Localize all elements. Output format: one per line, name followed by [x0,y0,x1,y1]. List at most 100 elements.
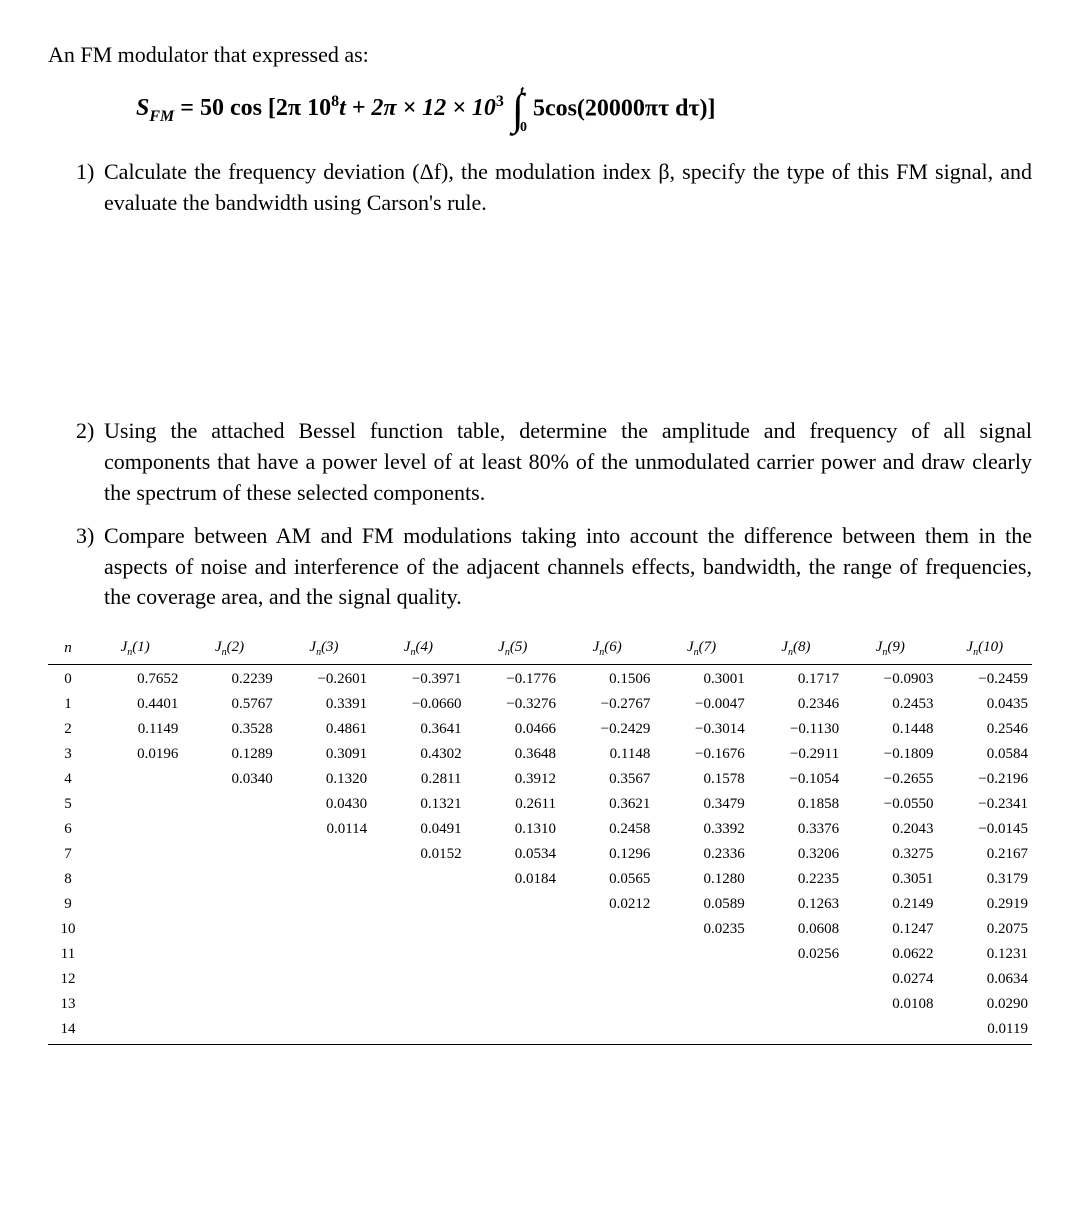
table-cell [182,917,276,942]
table-cell [371,967,465,992]
question-3-text: Compare between AM and FM modulations ta… [104,523,1032,610]
table-cell [466,942,560,967]
table-cell [654,992,748,1017]
table-header-n: n [48,635,88,665]
table-cell: −0.2459 [938,665,1032,693]
table-cell: 0.3621 [560,792,654,817]
table-cell [371,942,465,967]
table-cell [88,792,182,817]
table-cell [277,942,371,967]
table-row: 40.03400.13200.28110.39120.35670.1578−0.… [48,767,1032,792]
table-row: 100.02350.06080.12470.2075 [48,917,1032,942]
table-cell: 0.1858 [749,792,843,817]
table-row: 10.44010.57670.3391−0.0660−0.3276−0.2767… [48,692,1032,717]
table-cell [88,867,182,892]
table-cell: −0.2767 [560,692,654,717]
table-cell [277,992,371,1017]
table-cell: −0.0145 [938,817,1032,842]
table-row: 50.04300.13210.26110.36210.34790.1858−0.… [48,792,1032,817]
table-cell: 0.2346 [749,692,843,717]
table-cell-n: 0 [48,665,88,693]
table-header-col: Jn(9) [843,635,937,665]
table-cell [88,992,182,1017]
table-cell [749,967,843,992]
table-cell-n: 13 [48,992,88,1017]
equation-part1: = 50 cos [2π 10 [180,95,331,121]
table-row: 120.02740.0634 [48,967,1032,992]
table-header-col: Jn(4) [371,635,465,665]
table-cell: 0.0152 [371,842,465,867]
table-row: 110.02560.06220.1231 [48,942,1032,967]
table-cell [843,1017,937,1045]
table-cell: 0.0108 [843,992,937,1017]
question-number: 1) [76,157,94,188]
equation-exp1: 8 [331,93,339,110]
table-cell: 0.3648 [466,742,560,767]
table-cell: 0.0235 [654,917,748,942]
table-row: 30.01960.12890.30910.43020.36480.1148−0.… [48,742,1032,767]
table-cell [466,892,560,917]
table-cell: −0.1054 [749,767,843,792]
table-cell: 0.2546 [938,717,1032,742]
table-cell: 0.1506 [560,665,654,693]
table-cell [560,917,654,942]
table-cell [654,942,748,967]
table-cell [749,1017,843,1045]
table-cell: 0.0589 [654,892,748,917]
table-cell: 0.2043 [843,817,937,842]
table-header-col: Jn(6) [560,635,654,665]
equation-part2: t + 2π × 12 × 10 [339,95,496,121]
table-row: 70.01520.05340.12960.23360.32060.32750.2… [48,842,1032,867]
table-cell: −0.0903 [843,665,937,693]
table-cell: −0.3971 [371,665,465,693]
table-cell: 0.3912 [466,767,560,792]
table-cell: 0.1149 [88,717,182,742]
table-cell: −0.0047 [654,692,748,717]
intro-text: An FM modulator that expressed as: [48,40,1032,71]
table-cell [466,967,560,992]
table-cell: 0.0435 [938,692,1032,717]
integrand: 5cos(20000πτ dτ)] [533,95,716,121]
table-cell: 0.2458 [560,817,654,842]
table-row: 60.01140.04910.13100.24580.33920.33760.2… [48,817,1032,842]
table-cell: 0.1296 [560,842,654,867]
table-cell-n: 3 [48,742,88,767]
table-row: 00.76520.2239−0.2601−0.3971−0.17760.1506… [48,665,1032,693]
table-cell-n: 1 [48,692,88,717]
table-cell: 0.1320 [277,767,371,792]
table-cell: 0.0184 [466,867,560,892]
table-cell: 0.1280 [654,867,748,892]
integral-block: ∫ t 0 [510,85,527,135]
table-cell [182,842,276,867]
table-row: 90.02120.05890.12630.21490.2919 [48,892,1032,917]
table-cell-n: 12 [48,967,88,992]
table-cell-n: 14 [48,1017,88,1045]
table-cell: 0.7652 [88,665,182,693]
table-cell: −0.1676 [654,742,748,767]
table-cell-n: 5 [48,792,88,817]
table-cell [560,967,654,992]
table-cell [88,892,182,917]
table-cell [371,1017,465,1045]
table-cell [88,842,182,867]
table-cell: 0.3641 [371,717,465,742]
table-cell [560,1017,654,1045]
table-cell: 0.4861 [277,717,371,742]
question-1: 1) Calculate the frequency deviation (Δf… [76,157,1032,219]
table-cell: 0.3206 [749,842,843,867]
table-cell: 0.0634 [938,967,1032,992]
table-cell: 0.0430 [277,792,371,817]
table-cell: 0.0212 [560,892,654,917]
table-cell: 0.1247 [843,917,937,942]
table-cell: −0.3014 [654,717,748,742]
table-cell [371,992,465,1017]
table-cell: 0.4302 [371,742,465,767]
table-cell-n: 4 [48,767,88,792]
table-cell: 0.3179 [938,867,1032,892]
table-cell: 0.0534 [466,842,560,867]
bessel-function-table: nJn(1)Jn(2)Jn(3)Jn(4)Jn(5)Jn(6)Jn(7)Jn(8… [48,635,1032,1045]
table-cell: 0.3275 [843,842,937,867]
table-row: 130.01080.0290 [48,992,1032,1017]
equation-lhs-sub: FM [149,108,174,125]
table-cell: 0.2235 [749,867,843,892]
